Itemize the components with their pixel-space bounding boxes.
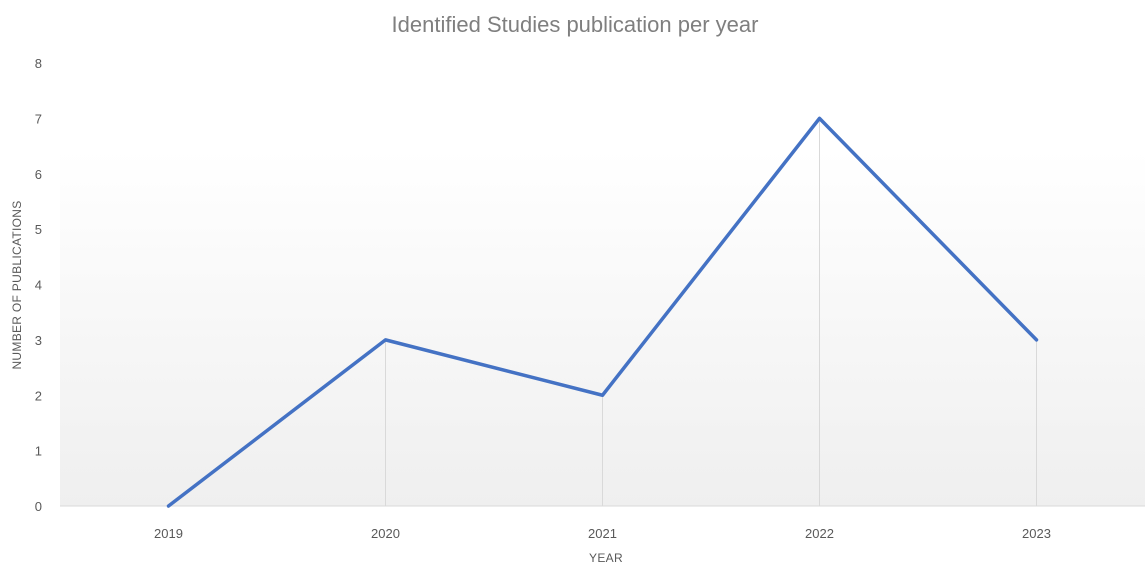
chart-title: Identified Studies publication per year xyxy=(392,12,759,37)
y-tick-label: 3 xyxy=(35,333,42,348)
x-axis-ticks: 2019 2020 2021 2022 2023 xyxy=(154,526,1051,541)
data-series xyxy=(166,116,1039,508)
y-tick-label: 8 xyxy=(35,56,42,71)
y-tick-label: 1 xyxy=(35,444,42,459)
y-tick-label: 0 xyxy=(35,499,42,514)
x-tick-label: 2023 xyxy=(1022,526,1051,541)
y-tick-label: 4 xyxy=(35,278,42,293)
y-axis-title: NUMBER OF PUBLICATIONS xyxy=(10,200,24,369)
x-tick-label: 2019 xyxy=(154,526,183,541)
y-tick-label: 6 xyxy=(35,167,42,182)
x-tick-label: 2021 xyxy=(588,526,617,541)
y-tick-label: 7 xyxy=(35,111,42,126)
y-tick-label: 2 xyxy=(35,388,42,403)
x-tick-label: 2020 xyxy=(371,526,400,541)
x-axis-title: YEAR xyxy=(589,551,623,565)
drop-lines xyxy=(385,118,1037,506)
y-axis-ticks: 0 1 2 3 4 5 6 7 8 xyxy=(35,56,42,514)
x-tick-label: 2022 xyxy=(805,526,834,541)
y-tick-label: 5 xyxy=(35,222,42,237)
